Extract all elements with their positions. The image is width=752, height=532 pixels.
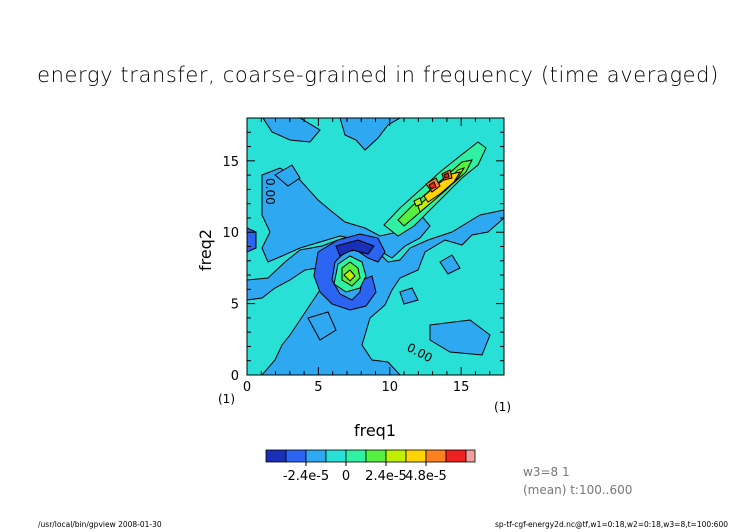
chart-title: energy transfer, coarse-grained in frequ… [37,63,719,87]
colorbar-swatch [305,449,327,463]
colorbar-tick-label: 0 [342,469,350,484]
contour-plot [247,118,504,375]
colorbar-swatch [325,449,347,463]
x-tick-label: 5 [314,380,322,395]
x-axis-label: freq1 [354,421,396,440]
footer-right: sp-tf-cgf-energy2d.nc@tf,w1=0:18,w2=0:18… [495,520,728,529]
colorbar-swatch [385,449,407,463]
axes: 0 5 10 15 0 5 10 15 [222,117,505,395]
colorbar-tick-label: 4.8e-5 [405,469,447,484]
contour-fill-zero-lower [247,267,321,375]
x-tick-label: 15 [453,380,470,395]
contour-label-upper: 0.00 [263,178,277,205]
y-tick-label: 15 [222,155,239,170]
annotation-line2: (mean) t:100..600 [523,483,632,497]
contour-fill-mid [261,167,431,263]
colorbar-swatch [265,449,287,463]
y-axis-unit: (1) [218,392,235,406]
colorbar-swatch [365,449,387,463]
y-tick-label: 5 [231,298,239,313]
annotation-line1: w3=8 1 [523,465,570,479]
colorbar: -2.4e-5 0 2.4e-54.8e-5 [265,449,476,484]
colorbar-swatch [405,449,427,463]
footer-left: /usr/local/bin/gpview 2008-01-30 [38,520,162,529]
colorbar-swatch [425,449,447,463]
colorbar-swatch [445,449,467,463]
x-axis-unit: (1) [494,400,511,414]
colorbar-tick-label: -2.4e-5 [283,469,329,484]
colorbar-swatch [345,449,367,463]
colorbar-tick-label: 2.4e-5 [365,469,407,484]
x-tick-label: 0 [243,380,251,395]
colorbar-swatch [285,449,307,463]
colorbar-swatch [465,449,476,463]
x-tick-label: 10 [382,380,399,395]
y-tick-label: 10 [222,226,239,241]
y-axis-label: freq2 [196,229,215,271]
y-tick-label: 0 [231,369,239,384]
